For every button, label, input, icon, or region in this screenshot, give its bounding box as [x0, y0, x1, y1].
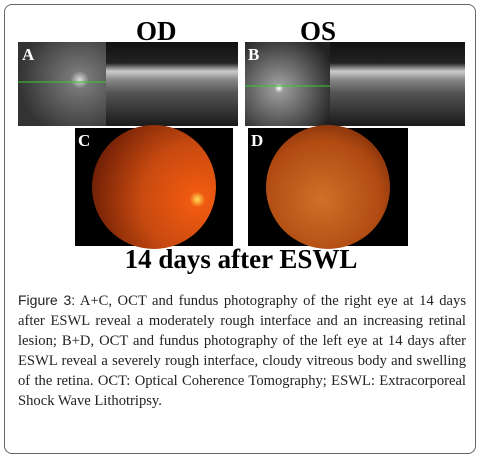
panel-label: B [248, 45, 259, 64]
header-od: OD [136, 16, 177, 46]
caption-text: A+C, OCT and fundus photography of the r… [18, 293, 467, 409]
caption-label: Figure 3: [18, 292, 76, 308]
fundus-color [266, 125, 390, 249]
caption: Figure 3: A+C, OCT and fundus photograph… [18, 290, 466, 411]
panel-label: A [22, 45, 35, 64]
figure-frame [4, 4, 476, 454]
oct-image [330, 42, 465, 126]
panel-label: C [78, 131, 90, 150]
header-os: OS [300, 16, 337, 46]
fundus-gray [245, 42, 330, 126]
fundus-color [92, 125, 216, 249]
figure-subtitle: 14 days after ESWL [124, 244, 358, 274]
fundus-gray [18, 42, 106, 126]
figure-images: A B C D [18, 42, 465, 249]
oct-image [106, 42, 238, 126]
panel-label: D [251, 131, 263, 150]
